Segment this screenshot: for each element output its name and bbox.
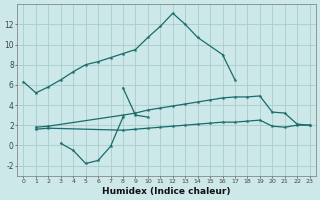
X-axis label: Humidex (Indice chaleur): Humidex (Indice chaleur) xyxy=(102,187,231,196)
